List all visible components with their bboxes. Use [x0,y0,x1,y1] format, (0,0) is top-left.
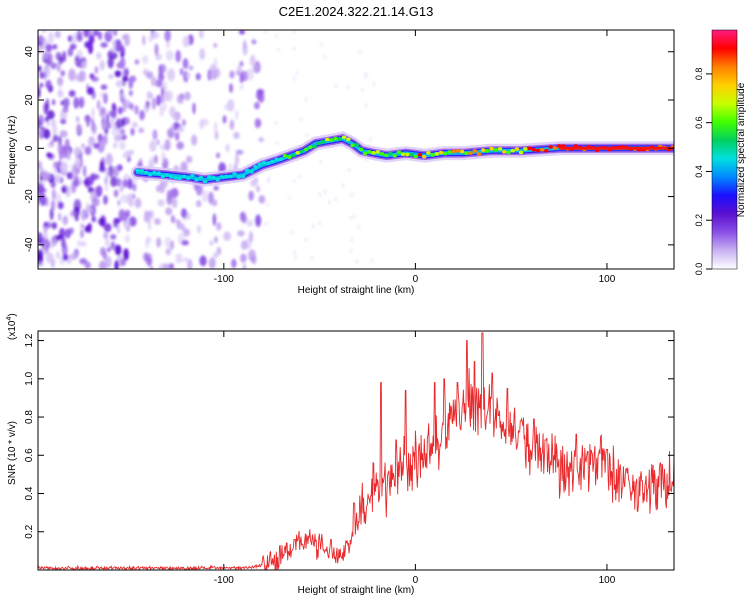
snr-series-line [38,332,674,570]
snr-x-axis-label: Height of straight line (km) [298,585,415,596]
y-tick-1: 1.0 [24,371,674,386]
y-tick-0: 0 [24,145,674,151]
x-tick-100: 100 [599,331,616,586]
x-tick-label: 100 [599,274,616,285]
x-tick-label: 0 [413,274,419,285]
y-tick-0.2: 0.2 [24,524,674,539]
colorbar-gradient [711,29,738,270]
x-tick-label: 0 [413,575,419,586]
x-tick-0: 0 [413,30,419,285]
x-tick-label: -100 [214,274,234,285]
spectrogram-y-ticks: -40 -20 0 20 40 [24,46,674,252]
y-tick-label: 1.2 [24,333,35,347]
y-tick-label: -40 [24,237,35,252]
colorbar-tick-0.6: 0.6 [694,116,712,129]
x-tick--100: -100 [214,30,234,285]
spectrogram-heatmap [38,30,674,269]
colorbar-tick-0.8: 0.8 [694,68,712,81]
svg-text:(x104): (x104) [6,313,18,340]
y-tick-label: 1.0 [24,371,35,385]
snr-y-ticks: 0.2 0.4 0.6 0.8 1.0 1.2 [24,333,674,539]
chart-title: C2E1.2024.322.21.14.G13 [279,4,434,19]
y-tick-0.8: 0.8 [24,410,674,424]
y-tick-0.6: 0.6 [24,448,674,462]
y-tick--20: -20 [24,189,674,204]
colorbar-tick-0: 0.0 [694,263,712,276]
y-tick-0.4: 0.4 [24,486,674,500]
spectrogram-x-ticks: -100 0 100 [214,30,616,285]
spectrogram-frame [37,29,675,270]
colorbar-label: Normalized spectral amplitude [736,82,747,217]
y-tick-label: 0 [24,145,35,151]
snr-multiplier-base: (x10 [7,320,18,340]
colorbar-tick-label: 0.2 [694,214,704,227]
spectrogram-trend-band [130,131,674,187]
snr-x-ticks: -100 0 100 [214,331,616,586]
x-tick-label: -100 [214,575,234,586]
y-tick-1.2: 1.2 [24,333,674,348]
y-tick-label: 0.2 [24,524,35,538]
x-tick--100: -100 [214,331,234,586]
spectrogram-y-axis-label: Frequency (Hz) [7,116,18,185]
y-tick--40: -40 [24,237,674,252]
y-tick-20: 20 [24,94,674,106]
y-tick-label: 40 [24,46,35,58]
snr-panel: -100 0 100 0.2 0.4 0.6 0.8 1.0 1.2 Height of st… [6,313,675,596]
snr-multiplier: (x104) [6,313,18,340]
colorbar-ticks: 0.0 0.2 0.4 0.6 0.8 [694,68,712,276]
y-tick-label: 20 [24,94,35,106]
spectrogram-x-axis-label: Height of straight line (km) [298,285,415,296]
colorbar-tick-0.4: 0.4 [694,165,712,178]
y-tick-label: 0.4 [24,486,35,500]
snr-y-axis-label: SNR (10 * v/v) [7,421,18,485]
y-tick-label: 0.6 [24,448,35,462]
colorbar-tick-label: 0.8 [694,68,704,81]
spectrogram-panel: -100 0 100 -40 -20 0 20 40 Height of straight … [7,29,675,296]
colorbar-tick-0.2: 0.2 [694,214,712,227]
colorbar-tick-label: 0.0 [694,263,704,276]
x-tick-100: 100 [599,30,616,285]
snr-multiplier-close: ) [7,313,18,316]
spectrogram-noise [38,30,377,269]
colorbar-tick-label: 0.4 [694,165,704,178]
x-tick-label: 100 [599,575,616,586]
y-tick-40: 40 [24,46,674,58]
colorbar-tick-label: 0.6 [694,116,704,129]
colorbar: 0.0 0.2 0.4 0.6 0.8 Normalized spectral ampl… [694,29,747,276]
snr-multiplier-exponent: 4 [6,317,13,321]
snr-frame [37,330,675,571]
x-tick-0: 0 [413,331,419,586]
y-tick-label: -20 [24,189,35,204]
y-tick-label: 0.8 [24,410,35,424]
